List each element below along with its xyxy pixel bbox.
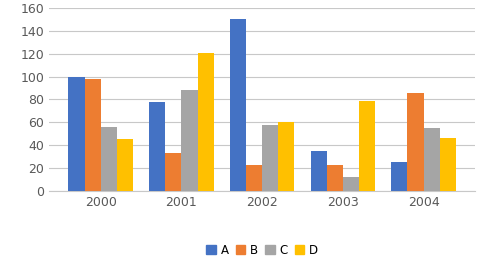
Bar [165,153,181,191]
Bar [246,165,262,191]
Bar [100,127,117,191]
Bar [278,122,294,191]
Bar [440,138,456,191]
Bar [359,100,375,191]
Bar [84,79,100,191]
Bar [343,177,359,191]
Bar [311,151,327,191]
Bar [424,128,440,191]
Bar [392,162,408,191]
Bar [262,125,278,191]
Bar [408,92,424,191]
Bar [197,52,214,191]
Bar [181,90,197,191]
Bar [117,139,133,191]
Legend: A, B, C, D: A, B, C, D [202,239,322,262]
Bar [230,19,246,191]
Bar [327,165,343,191]
Bar [149,102,165,191]
Bar [69,77,84,191]
